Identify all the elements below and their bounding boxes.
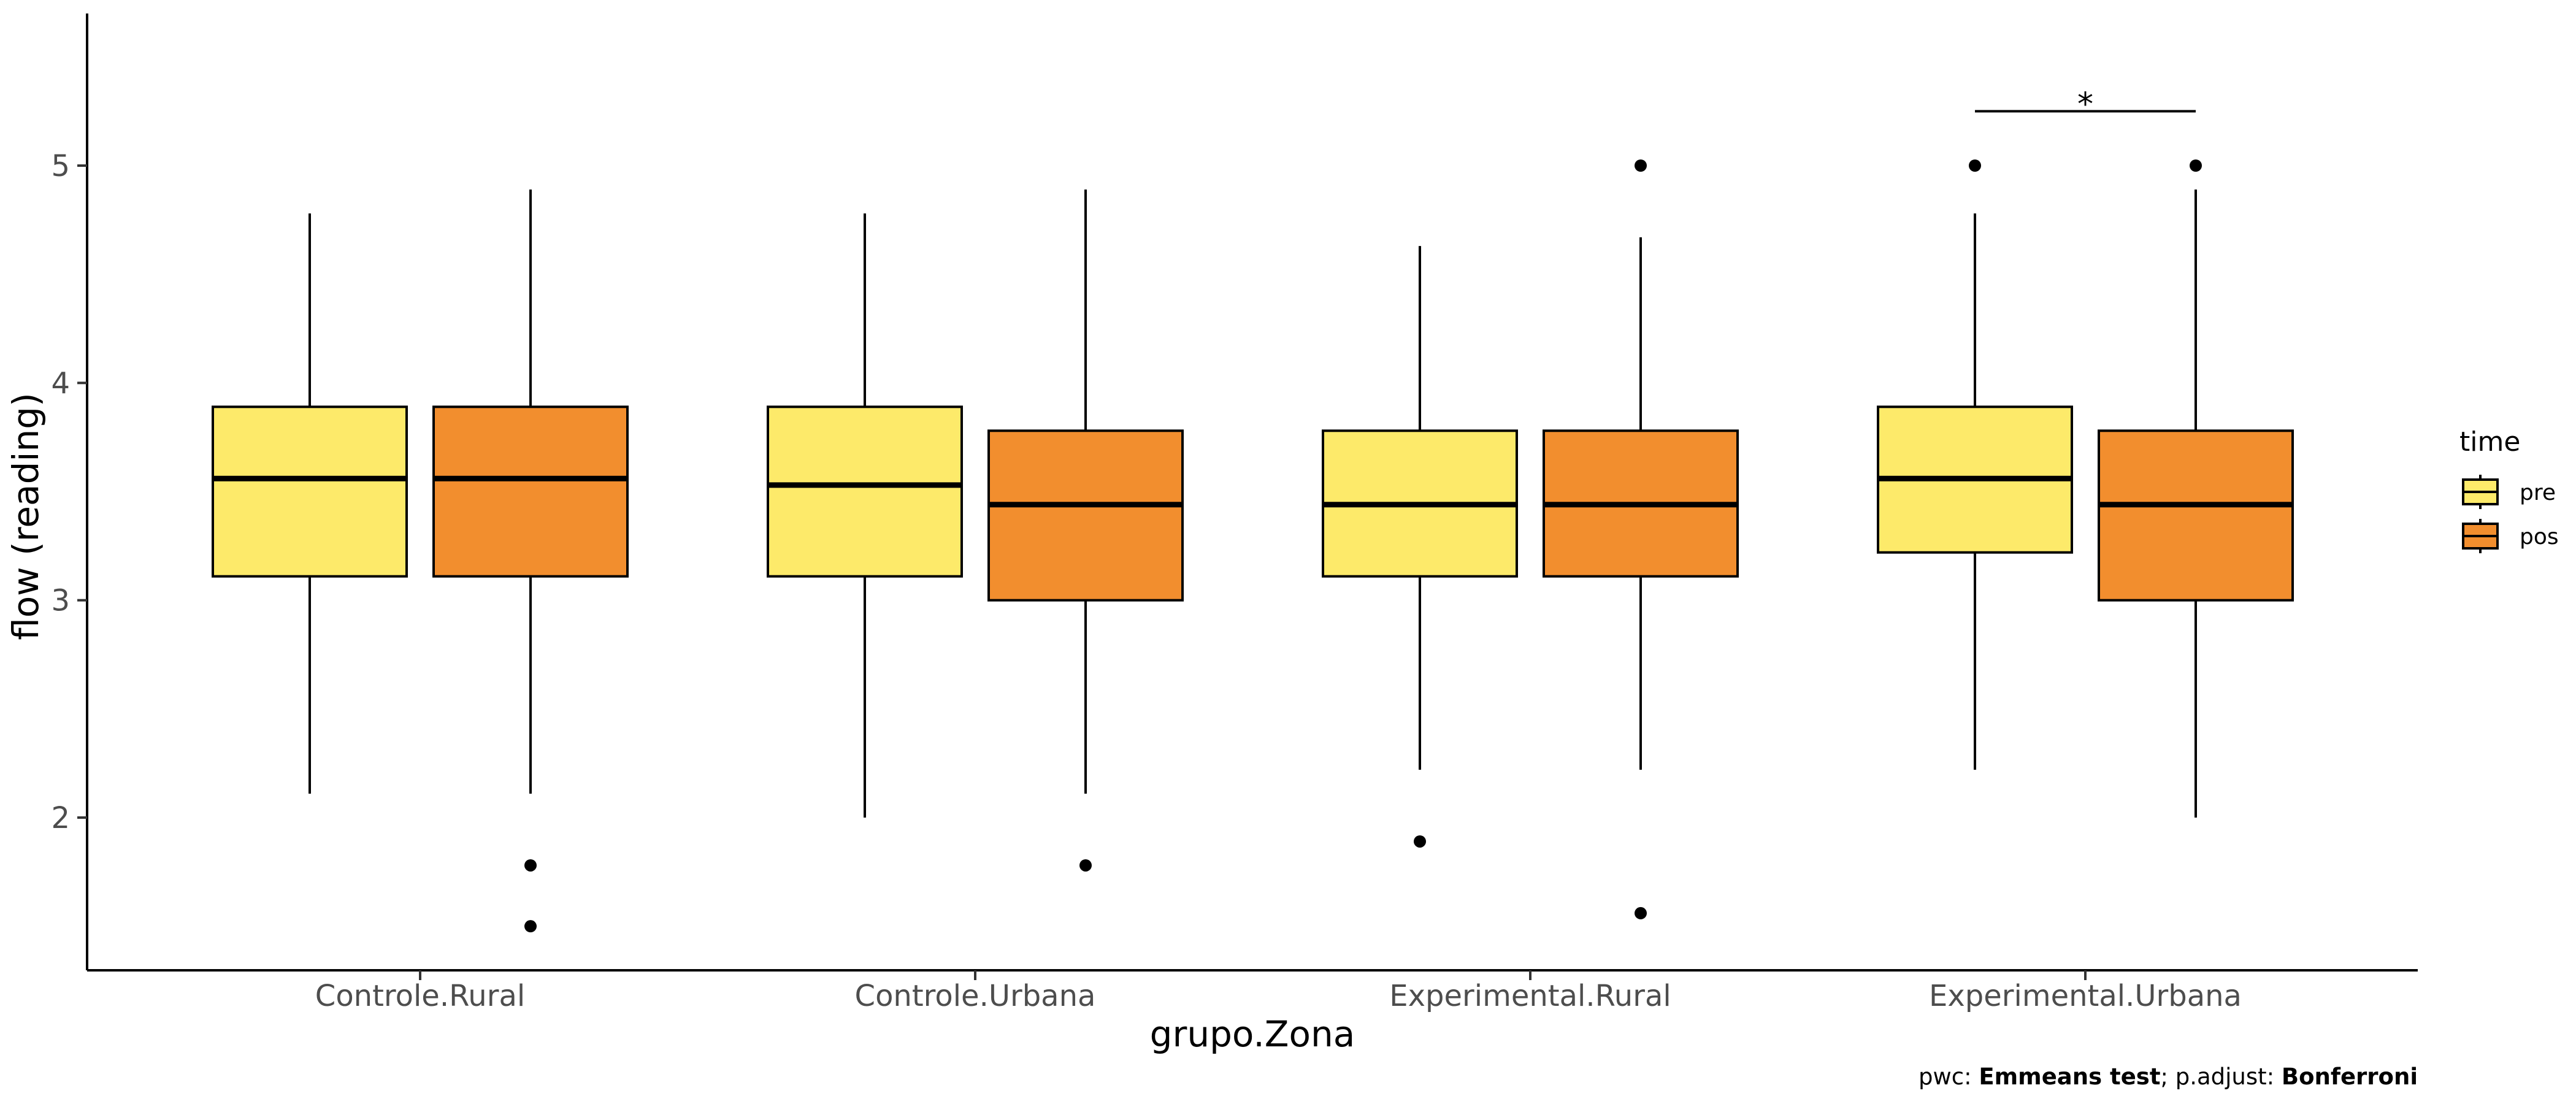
outlier-point <box>2190 159 2202 172</box>
legend-label: pre <box>2520 480 2556 505</box>
y-axis-title: flow (reading) <box>5 393 47 640</box>
x-tick-label: Controle.Urbana <box>855 979 1096 1013</box>
significance-label: * <box>2077 86 2093 123</box>
y-tick-label: 3 <box>51 584 70 618</box>
caption-part: Bonferroni <box>2282 1064 2418 1090</box>
caption-part: pwc: <box>1919 1064 1979 1090</box>
outlier-point <box>1079 859 1092 872</box>
y-tick-label: 5 <box>51 149 70 183</box>
caption: pwc: Emmeans test; p.adjust: Bonferroni <box>1919 1064 2418 1090</box>
x-tick-label: Controle.Rural <box>315 979 525 1013</box>
box-pre-Experimental.Urbana <box>1877 159 2073 770</box>
box-pre-Experimental.Rural <box>1322 246 1518 848</box>
legend-title: time <box>2459 426 2520 458</box>
caption-part: ; p.adjust: <box>2161 1064 2282 1090</box>
box-body <box>212 405 408 578</box>
y-axis-ticks: 2 3 4 5 <box>51 149 87 835</box>
box-body <box>987 429 1184 602</box>
outlier-point <box>1969 159 1981 172</box>
box-pos-Controle.Rural <box>432 189 629 933</box>
x-axis-ticks: Controle.Rural Controle.Urbana Experimenta… <box>315 970 2242 1013</box>
outlier-point <box>1414 835 1426 848</box>
x-tick-label: Experimental.Urbana <box>1929 979 2242 1013</box>
box-body <box>432 405 629 578</box>
legend: time pre pos <box>2459 426 2559 553</box>
box-pre-Controle.Urbana <box>767 213 963 818</box>
box-pos-Experimental.Urbana <box>2098 159 2294 818</box>
outlier-point <box>1635 159 1647 172</box>
legend-entries: pre pos <box>2462 475 2559 553</box>
box-pos-Controle.Urbana <box>987 189 1184 872</box>
outlier-point <box>524 920 537 933</box>
x-axis-title: grupo.Zona <box>1150 1013 1355 1055</box>
box-pos-Experimental.Rural <box>1543 159 1739 919</box>
legend-entry-pos: pos <box>2462 519 2559 553</box>
y-tick-label: 2 <box>51 801 70 835</box>
y-tick-label: 4 <box>51 366 70 401</box>
box-pre-Controle.Rural <box>212 213 408 794</box>
x-tick-label: Experimental.Rural <box>1389 979 1671 1013</box>
outlier-point <box>1635 907 1647 919</box>
caption-part: Emmeans test <box>1979 1064 2160 1090</box>
box-body <box>767 405 963 578</box>
box-body <box>2098 429 2294 602</box>
legend-label: pos <box>2520 524 2559 550</box>
legend-entry-pre: pre <box>2462 475 2556 509</box>
plot-area: * <box>212 86 2294 933</box>
outlier-point <box>524 859 537 872</box>
significance-bracket: * <box>1975 86 2196 123</box>
